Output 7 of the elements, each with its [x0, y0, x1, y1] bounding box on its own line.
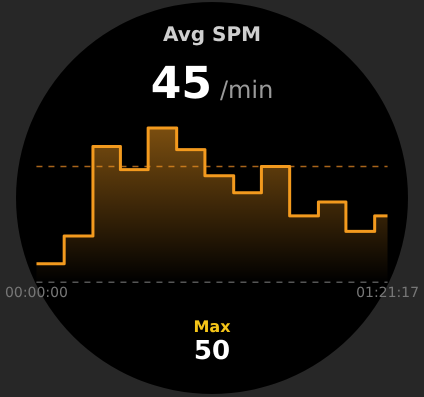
x-tick-label: 00:00:00 [4, 285, 68, 302]
text: Max [192, 317, 232, 336]
x-tick-label: 01:21:17 [356, 285, 420, 302]
chart-title: Avg SPM [162, 22, 262, 46]
text: 50 [192, 336, 232, 366]
text: /min [220, 76, 274, 104]
text: 45 [150, 58, 212, 109]
